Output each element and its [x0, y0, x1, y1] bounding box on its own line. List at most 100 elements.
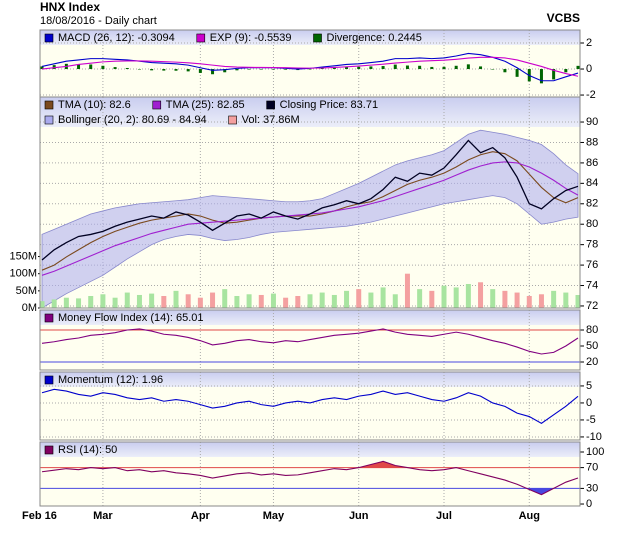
series-line: [41, 56, 579, 77]
legend-label: Divergence: 0.2445: [327, 32, 422, 44]
divergence-bar: [479, 66, 483, 70]
volume-bar: [124, 292, 130, 308]
plot: [41, 388, 579, 424]
y-tick-label: 76: [586, 259, 598, 271]
volume-bar: [51, 299, 57, 308]
legend-label: Money Flow Index (14): 65.01: [58, 312, 204, 324]
volume-bar: [465, 283, 471, 308]
divergence-bar: [211, 69, 215, 75]
volume-bar: [307, 294, 313, 308]
y-tick-label: 78: [586, 239, 598, 251]
divergence-bar: [418, 65, 422, 70]
y-tick-label: 70: [586, 462, 598, 474]
y-tick-label: 84: [586, 177, 598, 189]
volume-bar: [344, 290, 350, 308]
volume-bar: [100, 294, 106, 308]
divergence-bar: [345, 66, 349, 70]
y2-tick-label: 0M: [22, 302, 37, 314]
y-tick-label: 0: [586, 498, 592, 510]
volume-bar: [526, 295, 532, 308]
volume-bar: [490, 289, 496, 308]
panel-border: [39, 371, 581, 441]
legend-swatch: [313, 33, 322, 43]
volume-bar: [453, 287, 459, 308]
volume-bar: [417, 289, 423, 308]
y-tick-label: -10: [586, 431, 602, 443]
y-tick-label: 82: [586, 198, 598, 210]
volume-bar: [502, 290, 508, 308]
x-tick-label: Aug: [519, 510, 540, 522]
volume-bar: [161, 295, 167, 308]
panel: -10 -5 0 5 Momentum (12): 1.96: [39, 371, 602, 443]
legend-swatch: [196, 33, 206, 43]
legend-label: TMA (25): 82.85: [166, 99, 245, 111]
volume-bar: [76, 298, 82, 308]
divergence-bar: [271, 69, 275, 70]
x-tick-label: Apr: [191, 510, 211, 522]
y-tick-label: 0: [586, 397, 592, 409]
legend-label: TMA (10): 82.6: [58, 99, 131, 111]
divergence-bar: [174, 69, 178, 71]
divergence-bar: [150, 69, 154, 71]
x-tick-label: Jul: [436, 510, 452, 522]
volume-bar: [404, 273, 410, 308]
divergence-bar: [259, 69, 263, 70]
volume-bar: [538, 294, 544, 308]
panel: -2 0 2 MACD (26, 12): -0.3094 EXP (9): -0.55…: [39, 29, 596, 101]
volume-bar: [185, 294, 191, 308]
panel: 20 50 80 Money Flow Index (14): 65.01: [39, 309, 598, 371]
y-tick-label: 30: [586, 482, 598, 494]
divergence-bar: [539, 69, 543, 84]
series-line: [41, 151, 579, 271]
divergence-bar: [89, 64, 93, 70]
volume-bar: [356, 289, 362, 308]
divergence-bar: [369, 66, 373, 70]
series-line: [41, 139, 579, 261]
title: HNX Index: [40, 0, 100, 14]
divergence-bar: [223, 69, 227, 73]
divergence-bar: [52, 65, 56, 70]
panel-border: [39, 309, 581, 371]
legend-label: Bollinger (20, 2): 80.69 - 84.94: [58, 114, 207, 126]
volume-bar: [441, 285, 447, 308]
divergence-bar: [454, 65, 458, 70]
source: VCBS: [547, 11, 580, 25]
legend-swatch: [44, 33, 54, 43]
y-tick-label: 80: [586, 218, 598, 230]
y-tick-label: 2: [586, 37, 592, 49]
divergence-bar: [186, 69, 190, 72]
y-tick-label: 72: [586, 300, 598, 312]
volume-bar: [283, 297, 289, 308]
y-tick-label: 80: [586, 324, 598, 336]
legend-swatch: [44, 445, 54, 455]
x-tick-label: Jun: [349, 510, 369, 522]
y-tick-label: 5: [586, 380, 592, 392]
divergence-bar: [393, 64, 397, 70]
y-tick-label: 90: [586, 116, 598, 128]
volume-bar: [478, 282, 484, 308]
divergence-bar: [442, 66, 446, 70]
divergence-bar: [125, 67, 129, 70]
divergence-bar: [381, 66, 385, 70]
legend-strip: [40, 442, 580, 457]
divergence-bar: [357, 66, 361, 70]
y2-tick-label: 50M: [16, 285, 37, 297]
volume-bar: [563, 292, 569, 308]
series-line: [41, 388, 579, 424]
plot: [40, 328, 580, 363]
panel-border: [39, 96, 581, 309]
legend-strip: [40, 372, 580, 387]
divergence-bar: [320, 68, 324, 70]
legend-swatch: [44, 100, 54, 110]
divergence-bar: [332, 67, 336, 70]
divergence-bar: [77, 64, 81, 70]
volume-bar: [136, 294, 142, 308]
divergence-bar: [113, 67, 117, 70]
volume-bar: [197, 297, 203, 308]
volume-bar: [246, 294, 252, 308]
divergence-bar: [515, 69, 519, 77]
y-tick-label: 20: [586, 356, 598, 368]
volume-bar: [319, 292, 325, 308]
legend-swatch: [228, 115, 237, 125]
